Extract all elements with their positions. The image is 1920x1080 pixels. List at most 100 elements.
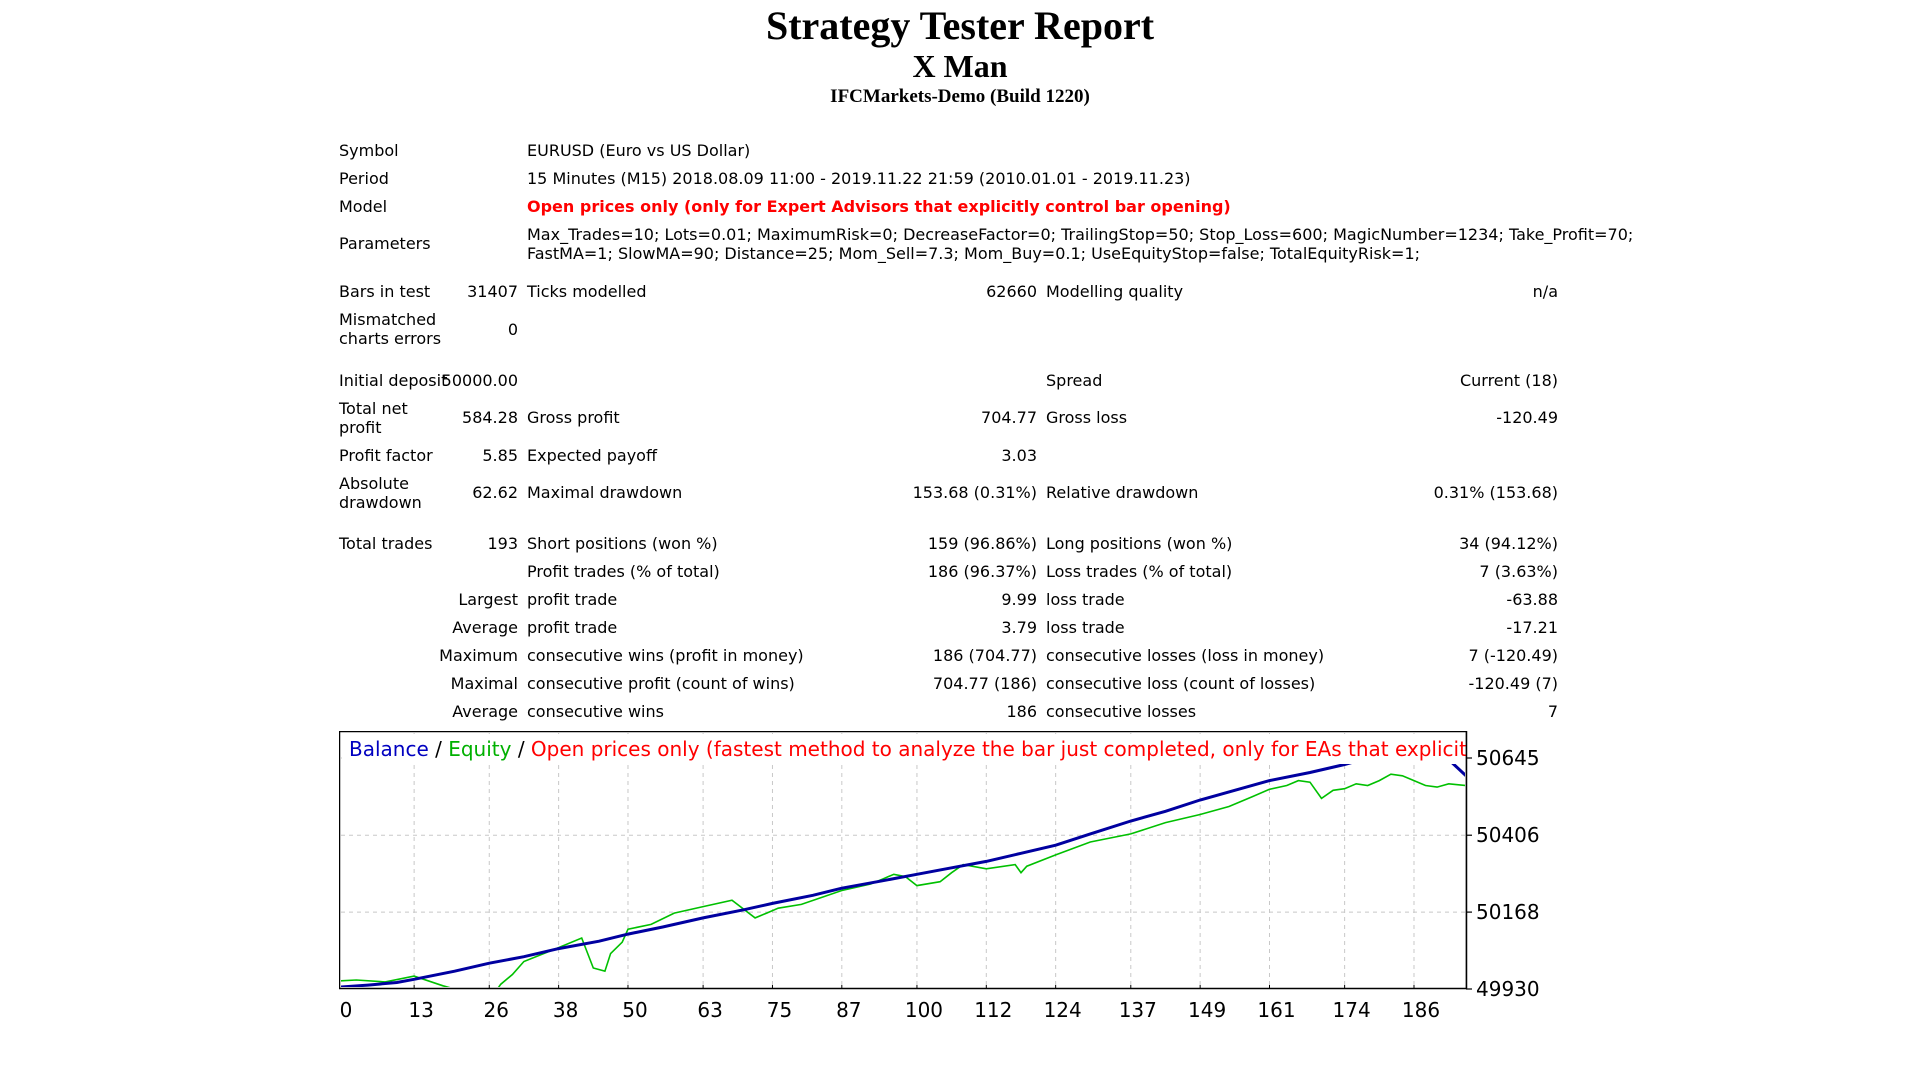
x-tick-label: 63 — [697, 998, 722, 1022]
loss-trades-value: 7 (3.63%) — [1479, 562, 1558, 581]
gross-profit-label: Gross profit — [527, 408, 620, 427]
initial-deposit-label: Initial deposit — [339, 371, 448, 390]
x-tick-label: 87 — [836, 998, 861, 1022]
maximal-drawdown-value: 153.68 (0.31%) — [912, 483, 1037, 502]
expert-name: X Man — [912, 48, 1008, 84]
bars-label: Bars in test — [339, 282, 431, 301]
maximal-drawdown-label: Maximal drawdown — [527, 483, 683, 502]
modelling-quality-label: Modelling quality — [1046, 282, 1184, 301]
max-consecutive-wins-value: 186 (704.77) — [932, 646, 1037, 665]
x-tick-label: 186 — [1402, 998, 1440, 1022]
maximal-label: Maximal — [450, 674, 518, 693]
report-title: Strategy Tester Report — [765, 3, 1155, 48]
average-consecutive-wins-label: consecutive wins — [527, 702, 664, 721]
gross-loss-label: Gross loss — [1046, 408, 1128, 427]
symbol-value: EURUSD (Euro vs US Dollar) — [527, 141, 751, 160]
absolute-drawdown-label-2: drawdown — [339, 493, 422, 512]
legend-separator-1: / — [429, 737, 448, 761]
max-consecutive-losses-value: 7 (-120.49) — [1468, 646, 1558, 665]
average-label: Average — [452, 618, 518, 637]
modelling-quality-value: n/a — [1532, 282, 1558, 301]
legend-balance: Balance — [349, 737, 429, 761]
period-label: Period — [339, 169, 389, 188]
ticks-value: 62660 — [986, 282, 1037, 301]
short-positions-value: 159 (96.86%) — [927, 534, 1037, 553]
average-consecutive-losses-value: 7 — [1547, 702, 1558, 721]
max-consecutive-wins-label: consecutive wins (profit in money) — [527, 646, 804, 665]
average-profit-value: 3.79 — [1001, 618, 1037, 637]
x-tick-label: 0 — [340, 998, 353, 1022]
x-tick-label: 38 — [553, 998, 578, 1022]
server-name: IFCMarkets-Demo (Build 1220) — [830, 86, 1090, 107]
long-positions-label: Long positions (won %) — [1046, 534, 1233, 553]
relative-drawdown-value: 0.31% (153.68) — [1433, 483, 1558, 502]
profit-factor-value: 5.85 — [482, 446, 518, 465]
legend-model: Open prices only (fastest method to anal… — [531, 737, 1539, 761]
axis-ticks: 0 13 26 38 50 63 75 87 100 112 124 137 149 161 174 186 4… — [339, 746, 1539, 1022]
short-positions-label: Short positions (won %) — [527, 534, 718, 553]
x-tick-label: 137 — [1119, 998, 1157, 1022]
largest-profit-label: profit trade — [527, 590, 618, 609]
period-value: 15 Minutes (M15) 2018.08.09 11:00 - 2019… — [527, 169, 1191, 188]
mismatched-label-1: Mismatched — [339, 310, 437, 329]
largest-loss-label: loss trade — [1046, 590, 1125, 609]
absolute-drawdown-label-1: Absolute — [339, 474, 409, 493]
profit-factor-label: Profit factor — [339, 446, 433, 465]
average-profit-label: profit trade — [527, 618, 618, 637]
x-tick-label: 124 — [1044, 998, 1082, 1022]
profit-trades-value: 186 (96.37%) — [927, 562, 1037, 581]
net-profit-label-1: Total net — [339, 399, 408, 418]
x-tick-label: 26 — [484, 998, 509, 1022]
y-tick-label: 50645 — [1476, 746, 1539, 770]
x-tick-label: 149 — [1188, 998, 1226, 1022]
average-loss-value: -17.21 — [1506, 618, 1558, 637]
parameters-label: Parameters — [339, 234, 431, 253]
x-tick-label: 50 — [622, 998, 647, 1022]
largest-loss-value: -63.88 — [1506, 590, 1558, 609]
average-consecutive-losses-label: consecutive losses — [1046, 702, 1197, 721]
balance-line — [341, 750, 1465, 987]
legend-separator-2: / — [511, 737, 530, 761]
spread-label: Spread — [1046, 371, 1103, 390]
profit-trades-label: Profit trades (% of total) — [527, 562, 720, 581]
model-value: Open prices only (only for Expert Adviso… — [527, 197, 1231, 216]
maximum-label: Maximum — [439, 646, 518, 665]
model-label: Model — [339, 197, 388, 216]
y-tick-label: 50168 — [1476, 900, 1539, 924]
axis-gutter — [1466, 731, 1539, 1037]
total-trades-label: Total trades — [339, 534, 433, 553]
equity-line — [341, 773, 1465, 987]
largest-profit-value: 9.99 — [1001, 590, 1037, 609]
average-loss-label: loss trade — [1046, 618, 1125, 637]
x-tick-label: 13 — [408, 998, 433, 1022]
x-tick-label: 75 — [767, 998, 792, 1022]
maximal-consecutive-loss-label: consecutive loss (count of losses) — [1046, 674, 1316, 693]
net-profit-label-2: profit — [339, 418, 382, 437]
gross-profit-value: 704.77 — [981, 408, 1037, 427]
parameters-line-2: FastMA=1; SlowMA=90; Distance=25; Mom_Se… — [527, 244, 1421, 263]
largest-label: Largest — [458, 590, 518, 609]
loss-trades-label: Loss trades (% of total) — [1046, 562, 1233, 581]
gross-loss-value: -120.49 — [1496, 408, 1558, 427]
y-tick-label: 50406 — [1476, 823, 1539, 847]
total-trades-value: 193 — [487, 534, 518, 553]
average-consecutive-wins-value: 186 — [1006, 702, 1037, 721]
x-tick-label: 100 — [905, 998, 943, 1022]
maximal-consecutive-profit-label: consecutive profit (count of wins) — [527, 674, 795, 693]
mismatched-label-2: charts errors — [339, 329, 442, 348]
mismatched-value: 0 — [507, 320, 518, 339]
long-positions-value: 34 (94.12%) — [1459, 534, 1558, 553]
maximal-consecutive-loss-value: -120.49 (7) — [1468, 674, 1558, 693]
legend-equity: Equity — [448, 737, 511, 761]
plot-frame — [339, 731, 1468, 990]
absolute-drawdown-value: 62.62 — [472, 483, 518, 502]
x-tick-label: 161 — [1257, 998, 1295, 1022]
y-tick-label: 49930 — [1476, 977, 1539, 1001]
spread-value: Current (18) — [1459, 371, 1558, 390]
x-tick-label: 174 — [1333, 998, 1371, 1022]
parameters-line-1: Max_Trades=10; Lots=0.01; MaximumRisk=0;… — [527, 225, 1634, 244]
legend-background — [342, 734, 1465, 764]
ticks-label: Ticks modelled — [527, 282, 647, 301]
expected-payoff-value: 3.03 — [1001, 446, 1037, 465]
initial-deposit-value: 50000.00 — [441, 371, 518, 390]
